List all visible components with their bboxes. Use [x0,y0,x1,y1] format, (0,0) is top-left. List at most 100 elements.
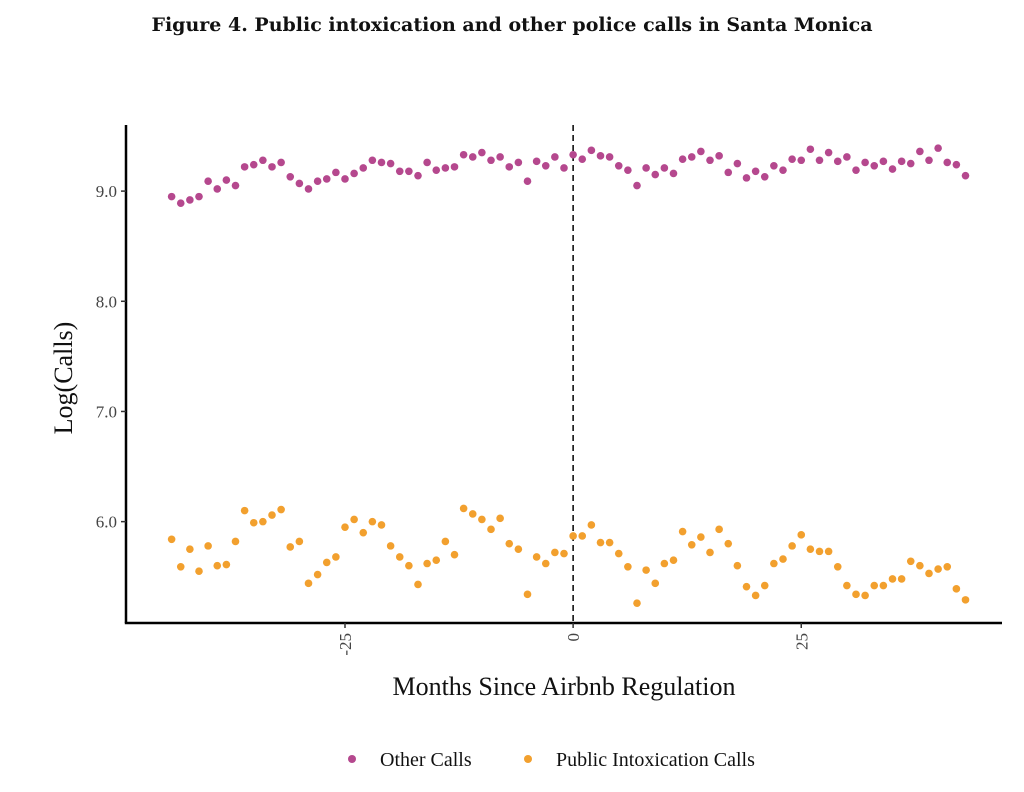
point-other-calls [332,168,340,177]
axes: 6.0 7.0 8.0 9.0 -25 0 25 [96,125,1002,656]
point-public-intoxication-calls [715,525,723,534]
point-public-intoxication-calls [733,561,742,570]
point-other-calls [624,166,632,174]
point-public-intoxication-calls [678,527,687,536]
point-other-calls [925,156,933,165]
point-public-intoxication-calls [669,556,678,564]
point-other-calls [350,169,358,178]
point-other-calls [651,170,660,179]
point-other-calls [368,156,377,165]
point-other-calls [313,177,322,185]
point-other-calls [414,171,422,180]
point-other-calls [961,171,970,180]
point-public-intoxication-calls [359,528,368,537]
point-other-calls [633,181,641,190]
point-public-intoxication-calls [624,563,632,571]
point-public-intoxication-calls [423,559,431,568]
point-other-calls [888,165,897,173]
point-other-calls [176,199,185,208]
point-public-intoxication-calls [642,566,650,574]
point-public-intoxication-calls [724,539,733,548]
legend-label-other-calls: Other Calls [380,749,472,771]
legend-marker-other-calls [348,755,356,763]
point-other-calls [596,152,605,160]
point-public-intoxication-calls [532,553,541,561]
point-other-calls [916,147,924,156]
point-public-intoxication-calls [240,506,249,515]
point-other-calls [897,157,906,166]
point-public-intoxication-calls [551,548,559,557]
point-public-intoxication-calls [249,518,258,527]
point-other-calls [669,169,678,178]
point-public-intoxication-calls [541,559,550,568]
legend-marker-public-intoxication-calls [524,755,532,763]
point-public-intoxication-calls [186,545,194,553]
point-public-intoxication-calls [879,581,888,590]
point-public-intoxication-calls [888,575,897,583]
point-public-intoxication-calls [341,523,349,531]
y-tick-label: 7.0 [96,402,117,421]
point-public-intoxication-calls [414,580,422,589]
point-public-intoxication-calls [204,542,212,550]
point-other-calls [824,148,833,157]
point-other-calls [259,156,267,165]
point-public-intoxication-calls [295,537,304,546]
point-other-calls [195,192,203,201]
point-other-calls [815,156,824,165]
figure-title: Figure 4. Public intoxication and other … [151,14,873,36]
point-public-intoxication-calls [468,510,477,518]
point-other-calls [359,164,368,172]
y-tick-label: 9.0 [96,182,117,201]
point-public-intoxication-calls [332,553,340,561]
point-public-intoxication-calls [815,547,824,556]
point-public-intoxication-calls [843,581,851,590]
point-public-intoxication-calls [195,567,203,576]
point-other-calls [441,164,450,172]
point-other-calls [450,163,459,171]
point-public-intoxication-calls [633,599,641,607]
point-other-calls [806,145,815,154]
point-other-calls [268,163,276,171]
point-other-calls [934,144,942,152]
point-other-calls [943,158,952,167]
point-other-calls [341,175,349,183]
point-public-intoxication-calls [304,579,313,588]
point-other-calls [240,163,249,171]
point-other-calls [879,157,888,166]
point-other-calls [843,153,851,161]
point-other-calls [906,159,915,168]
point-other-calls [478,148,486,157]
point-public-intoxication-calls [596,538,605,547]
point-public-intoxication-calls [496,514,504,523]
point-public-intoxication-calls [925,569,933,578]
point-other-calls [487,156,495,165]
point-other-calls [551,153,559,161]
point-other-calls [468,153,477,161]
point-other-calls [706,156,714,165]
point-other-calls [788,155,796,163]
point-other-calls [605,153,614,161]
point-other-calls [167,192,176,201]
point-other-calls [432,166,441,174]
point-other-calls [377,158,386,167]
plot-area [167,125,970,623]
point-public-intoxication-calls [277,505,285,514]
point-other-calls [213,185,222,193]
point-other-calls [660,164,669,172]
point-public-intoxication-calls [906,557,915,566]
point-other-calls [231,181,240,190]
point-public-intoxication-calls [386,542,395,550]
point-other-calls [569,150,577,159]
point-public-intoxication-calls [706,548,714,557]
point-public-intoxication-calls [833,563,842,571]
point-public-intoxication-calls [432,556,441,564]
point-other-calls [678,155,687,163]
point-public-intoxication-calls [368,517,377,526]
x-tick-label: 0 [564,633,583,642]
point-other-calls [322,175,331,183]
point-other-calls [797,156,806,165]
point-public-intoxication-calls [213,561,222,570]
point-other-calls [523,177,532,185]
point-other-calls [295,179,304,188]
legend-label-public-intoxication-calls: Public Intoxication Calls [556,749,755,771]
